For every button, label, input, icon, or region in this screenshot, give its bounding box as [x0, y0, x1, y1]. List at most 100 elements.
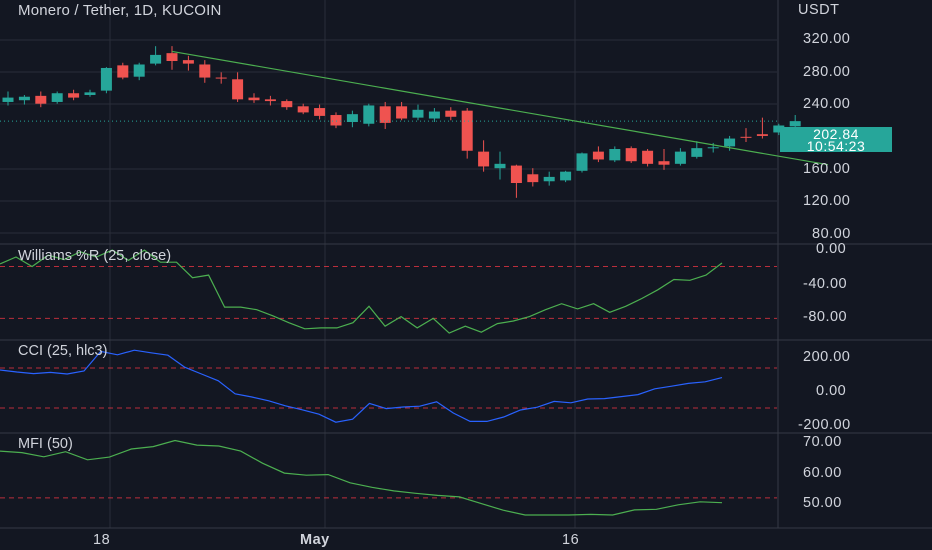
candle-body [35, 95, 47, 104]
mfi-tick: 70.00 [803, 434, 842, 450]
williams-tick: 0.00 [816, 241, 847, 257]
candle [35, 91, 47, 108]
candle-body [592, 151, 604, 160]
indicator-lines [0, 249, 777, 516]
price-tick: 160.00 [803, 161, 851, 177]
candle [674, 148, 686, 166]
williams-r-label[interactable]: Williams %R (25, close) [18, 248, 172, 264]
candle-body [281, 101, 293, 108]
candle-body [461, 110, 473, 151]
candle [658, 149, 670, 170]
mfi-tick: 50.00 [803, 495, 842, 511]
candle-body [133, 64, 145, 77]
bar-countdown: 10:54:23 [806, 138, 866, 154]
mfi-tick: 60.00 [803, 465, 842, 481]
williams-r-line [0, 249, 723, 334]
candle [428, 108, 440, 122]
candle [232, 72, 244, 102]
candle-body [478, 151, 490, 167]
trendline[interactable] [171, 50, 829, 166]
candle-body [445, 110, 457, 117]
candle-body [297, 106, 309, 113]
candle-body [428, 111, 440, 119]
candle [576, 152, 588, 173]
candle-body [560, 171, 572, 181]
candle [527, 168, 539, 187]
candle [396, 101, 408, 121]
candle [756, 117, 768, 139]
candle [412, 104, 424, 121]
cci-label[interactable]: CCI (25, hlc3) [18, 343, 108, 359]
candle-body [658, 161, 670, 165]
candle [478, 140, 490, 172]
candle-body [724, 138, 736, 147]
price-tick: 80.00 [812, 226, 851, 242]
candle-body [215, 77, 227, 79]
candle [281, 99, 293, 110]
cci-line [0, 349, 723, 423]
candle [773, 123, 785, 136]
candle [691, 141, 703, 159]
candle-body [494, 163, 506, 169]
candle-body [789, 121, 801, 127]
candle-body [314, 108, 326, 116]
candle-body [68, 93, 80, 98]
candle [68, 89, 80, 101]
candle-body [264, 99, 276, 102]
candle-body [150, 54, 162, 64]
candle-body [609, 149, 621, 161]
candle [346, 110, 358, 128]
candle [182, 55, 194, 71]
candle [510, 164, 522, 198]
candle-body [346, 114, 358, 122]
candle [543, 171, 555, 186]
candle [363, 103, 375, 127]
candle-body [543, 176, 555, 182]
candle [494, 151, 506, 180]
candle [133, 62, 145, 81]
candle-body [527, 174, 539, 183]
cci-tick: 200.00 [803, 349, 851, 365]
williams-tick: -40.00 [803, 276, 848, 292]
candle [379, 101, 391, 129]
time-tick: 18 [93, 532, 111, 548]
candle-body [182, 60, 194, 64]
price-tick: 280.00 [803, 64, 851, 80]
cci-tick: 0.00 [816, 383, 847, 399]
candle [560, 170, 572, 183]
last-price-badge: 202.84 10:54:23 [780, 126, 892, 154]
candle-body [707, 147, 719, 149]
candle-body [363, 105, 375, 124]
candle-body [18, 96, 30, 101]
candle-body [2, 97, 14, 102]
candle-body [396, 106, 408, 119]
candle-body [510, 165, 522, 183]
candle [215, 72, 227, 84]
candle [199, 60, 211, 83]
candle [264, 95, 276, 106]
candle-body [199, 64, 211, 78]
candle [51, 91, 63, 104]
candle-body [100, 67, 112, 91]
candle-body [756, 134, 768, 136]
candle [461, 108, 473, 159]
candle [166, 46, 178, 70]
time-tick: 16 [562, 532, 580, 548]
price-tick: 320.00 [803, 31, 851, 47]
candle-body [773, 125, 785, 133]
candle-body [412, 109, 424, 118]
trendline-path [171, 50, 829, 166]
candle [740, 128, 752, 143]
mfi-label[interactable]: MFI (50) [18, 436, 73, 452]
grid-lines [0, 0, 932, 529]
candle [297, 103, 309, 115]
last-price-value: 202.84 [813, 126, 859, 142]
candle [625, 146, 637, 163]
candle [789, 115, 801, 129]
candle [314, 104, 326, 120]
currency-label: USDT [798, 2, 840, 18]
candle [609, 146, 621, 163]
candle-body [740, 136, 752, 138]
cci-tick: -200.00 [798, 417, 851, 433]
